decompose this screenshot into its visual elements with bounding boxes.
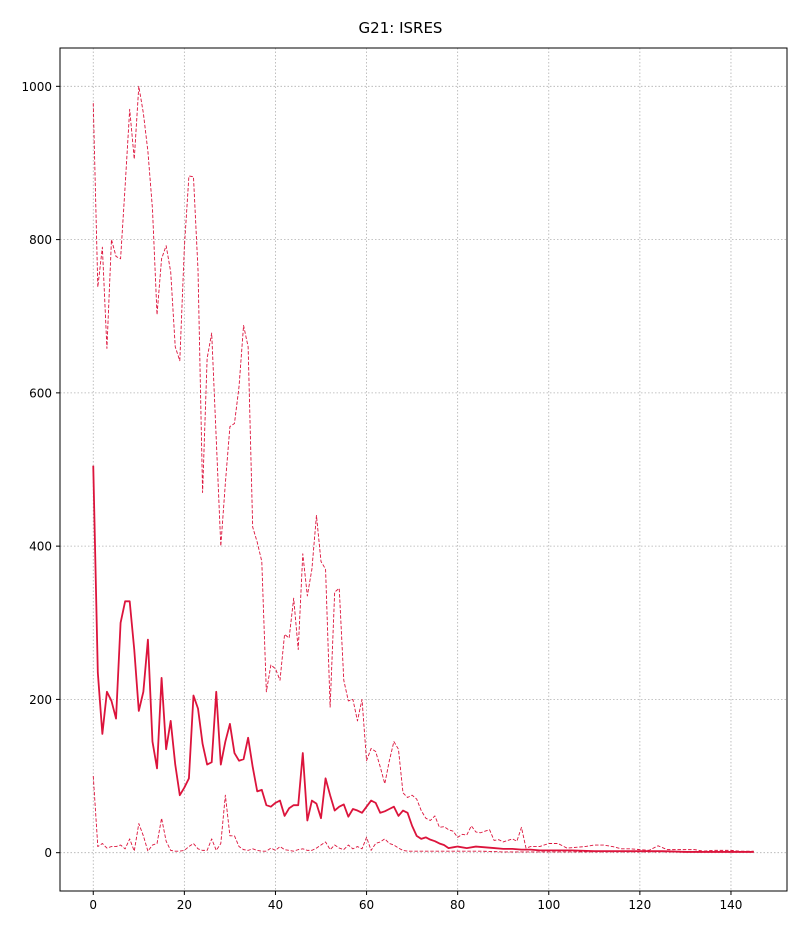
y-tick-label: 0 xyxy=(44,846,52,860)
chart-title: G21: ISRES xyxy=(359,19,443,37)
x-axis: 0 20 40 60 80 100 120 140 xyxy=(89,891,742,912)
x-tick-label: 100 xyxy=(537,898,560,912)
series-line-max xyxy=(92,85,754,852)
series-lines xyxy=(92,85,754,853)
y-tick-label: 200 xyxy=(29,693,52,707)
series-line-min xyxy=(92,776,754,853)
x-tick-label: 40 xyxy=(268,898,283,912)
x-tick-label: 80 xyxy=(450,898,465,912)
grid-lines xyxy=(60,48,787,891)
x-tick-label: 20 xyxy=(177,898,192,912)
series-line-mean xyxy=(92,465,754,853)
x-tick-label: 140 xyxy=(720,898,743,912)
y-tick-label: 1000 xyxy=(21,80,52,94)
y-tick-label: 800 xyxy=(29,233,52,247)
y-axis: 0 200 400 600 800 1000 xyxy=(21,80,60,860)
x-tick-label: 60 xyxy=(359,898,374,912)
x-tick-label: 0 xyxy=(89,898,97,912)
x-tick-label: 120 xyxy=(628,898,651,912)
plot-frame xyxy=(59,47,788,892)
y-tick-label: 400 xyxy=(29,540,52,554)
y-tick-label: 600 xyxy=(29,386,52,400)
